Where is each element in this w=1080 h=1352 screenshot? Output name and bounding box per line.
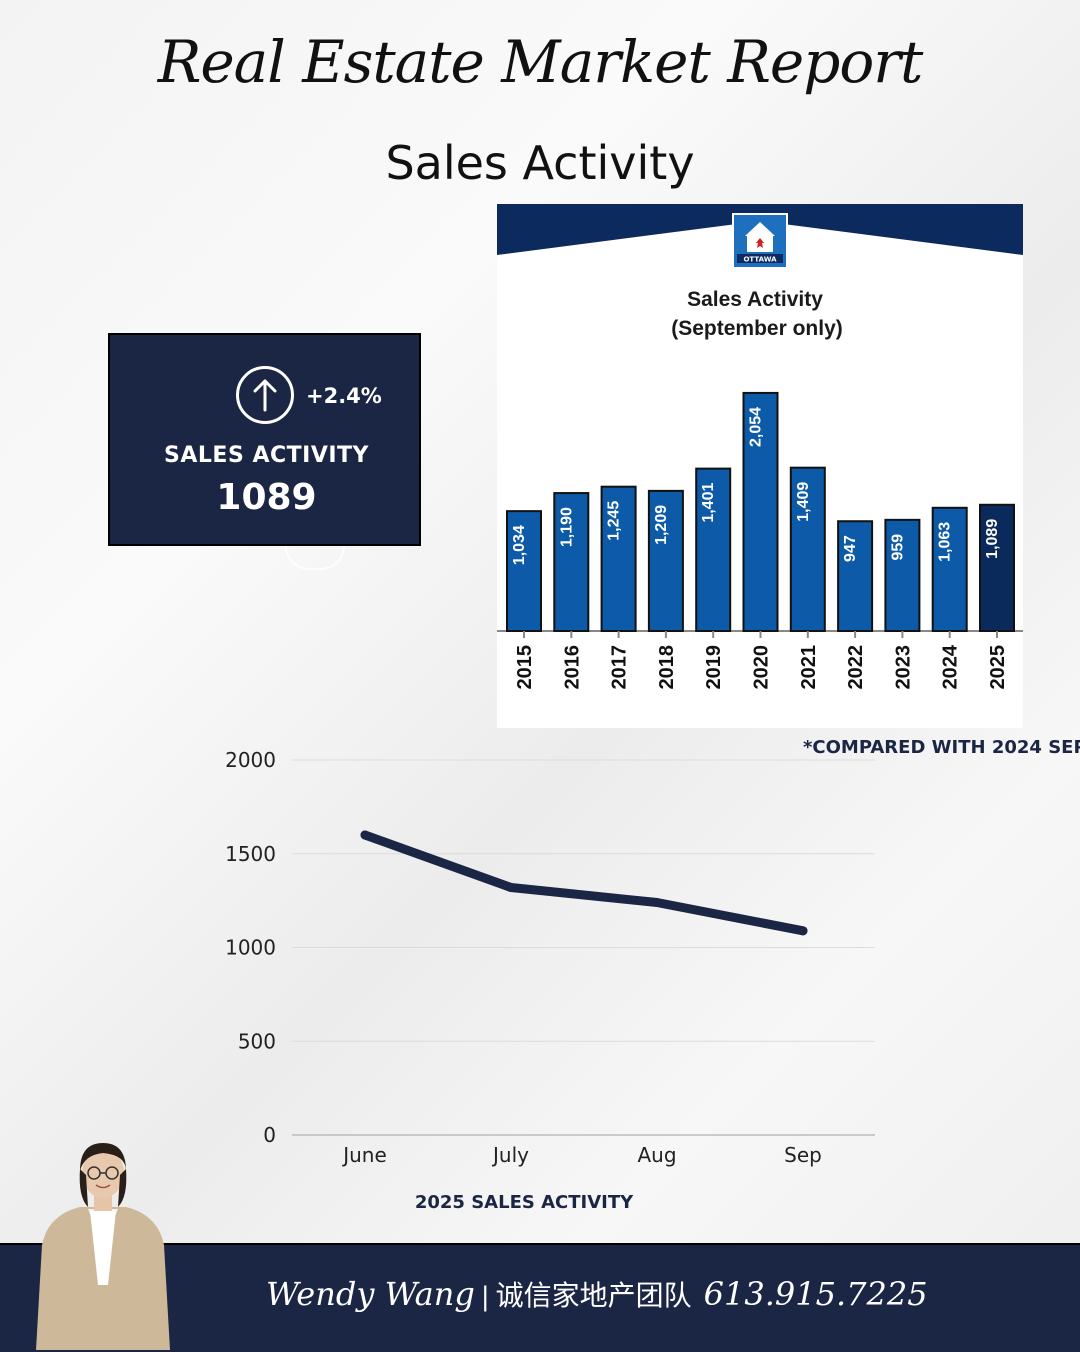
bar-category-label-2019: 2019 bbox=[703, 645, 725, 690]
bar-category-label-2024: 2024 bbox=[940, 644, 962, 689]
ottawa-real-estate-board-logo: OTTAWA bbox=[732, 213, 788, 269]
decorative-arc bbox=[285, 546, 345, 570]
y-tick-label: 500 bbox=[238, 1029, 276, 1053]
bar-chart-svg: OTTAWA Sales Activity (September only) 1… bbox=[497, 204, 1023, 690]
report-banner bbox=[497, 204, 1023, 255]
bar-2018 bbox=[647, 489, 684, 632]
bar-2023 bbox=[884, 518, 921, 632]
bar-category-label-2022: 2022 bbox=[845, 645, 867, 690]
line-point-Sep bbox=[798, 926, 808, 936]
bar-chart-title-line1: Sales Activity bbox=[687, 288, 823, 311]
bar-value-label-2021: 1,409 bbox=[795, 482, 812, 522]
bar-2021 bbox=[789, 466, 826, 632]
change-percent: +2.4% bbox=[306, 384, 382, 408]
y-tick-label: 0 bbox=[263, 1123, 276, 1147]
agent-team: 诚信家地产团队 bbox=[495, 1279, 692, 1312]
agent-name: Wendy Wang bbox=[266, 1275, 475, 1313]
bar-2019 bbox=[695, 467, 732, 632]
comparison-footnote: *COMPARED WITH 2024 SEP bbox=[803, 737, 1080, 758]
agent-contact: Wendy Wang | 诚信家地产团队 613.915.7225 bbox=[266, 1274, 928, 1314]
bar-value-label-2023: 959 bbox=[889, 534, 906, 561]
bar-value-label-2016: 1,190 bbox=[558, 507, 575, 547]
footer-separator: | bbox=[480, 1282, 490, 1312]
x-tick-label: Aug bbox=[637, 1143, 676, 1167]
logo-text: OTTAWA bbox=[743, 256, 777, 264]
bar-category-label-2023: 2023 bbox=[892, 645, 914, 690]
line-series-sales bbox=[360, 830, 808, 936]
line-chart-title: 2025 SALES ACTIVITY bbox=[415, 1192, 634, 1213]
sales-activity-card: +2.4% SALES ACTIVITY 1089 bbox=[108, 333, 421, 546]
footer-bar bbox=[0, 1243, 1080, 1352]
bar-category-label-2018: 2018 bbox=[656, 645, 678, 690]
bar-value-label-2025: 1,089 bbox=[984, 519, 1001, 559]
agent-photo bbox=[36, 1143, 170, 1350]
report-title: Real Estate Market Report bbox=[157, 28, 924, 96]
bar-value-label-2024: 1,063 bbox=[937, 522, 954, 562]
bar-value-label-2019: 1,401 bbox=[700, 483, 717, 523]
september-sales-report: OTTAWA Sales Activity (September only) 1… bbox=[497, 204, 1023, 728]
bar-category-label-2015: 2015 bbox=[514, 645, 536, 690]
bar-2020 bbox=[742, 391, 779, 632]
bar-value-label-2018: 1,209 bbox=[653, 505, 670, 545]
x-tick-label: Sep bbox=[784, 1143, 822, 1167]
bar-2017 bbox=[600, 485, 637, 632]
y-tick-label: 1000 bbox=[225, 936, 276, 960]
y-tick-label: 1500 bbox=[225, 842, 276, 866]
bar-category-label-2025: 2025 bbox=[987, 645, 1009, 690]
arrow-up-circle-icon bbox=[236, 366, 294, 424]
line-point-June bbox=[360, 830, 370, 840]
x-tick-label: July bbox=[491, 1143, 529, 1167]
bar-category-label-2021: 2021 bbox=[798, 645, 820, 690]
bar-value-label-2022: 947 bbox=[842, 535, 859, 562]
report-subtitle: Sales Activity bbox=[385, 136, 695, 190]
bar-2022 bbox=[837, 520, 874, 633]
bar-2015 bbox=[506, 510, 542, 632]
bar-chart-title-line2: (September only) bbox=[671, 317, 843, 340]
stat-label: SALES ACTIVITY bbox=[164, 443, 369, 468]
bar-category-label-2020: 2020 bbox=[751, 645, 773, 690]
line-chart-svg: 0 500 1000 1500 2000 June July Aug Sep 2025 SALES… bbox=[225, 748, 875, 1213]
bar-category-label-2017: 2017 bbox=[609, 645, 631, 690]
bar-category-label-2016: 2016 bbox=[561, 645, 583, 690]
line-point-July bbox=[506, 883, 516, 892]
stat-value: 1089 bbox=[216, 477, 317, 518]
y-tick-label: 2000 bbox=[225, 748, 276, 772]
bar-value-label-2015: 1,034 bbox=[511, 525, 528, 565]
x-tick-label: June bbox=[341, 1143, 387, 1167]
bar-2025 bbox=[979, 503, 1015, 632]
agent-phone[interactable]: 613.915.7225 bbox=[703, 1275, 928, 1313]
bar-value-label-2020: 2,054 bbox=[748, 407, 765, 447]
line-point-Aug bbox=[652, 898, 662, 907]
bar-value-label-2017: 1,245 bbox=[606, 501, 623, 541]
